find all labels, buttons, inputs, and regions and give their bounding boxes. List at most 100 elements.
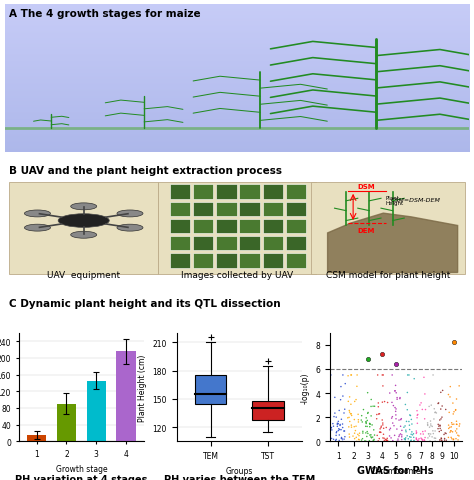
Point [367, 431, 375, 439]
Point [376, 425, 384, 433]
Point [437, 422, 444, 430]
Point [346, 433, 353, 441]
Point [369, 403, 377, 410]
Point [427, 422, 435, 430]
Point [378, 416, 386, 424]
Circle shape [58, 214, 109, 228]
Point [392, 382, 400, 389]
Point [449, 399, 456, 407]
Point [373, 411, 381, 419]
Text: Plant
Height: Plant Height [386, 195, 404, 206]
Point [426, 423, 433, 431]
Text: A The 4 growth stages for maize: A The 4 growth stages for maize [9, 9, 201, 19]
Point [445, 391, 452, 398]
FancyBboxPatch shape [286, 202, 306, 217]
Point [401, 435, 408, 443]
Point [347, 372, 355, 379]
Point [454, 436, 462, 444]
Point [370, 426, 377, 434]
Point [388, 399, 396, 407]
Point [412, 434, 420, 442]
Point [327, 372, 335, 379]
Point [447, 423, 455, 431]
Circle shape [71, 232, 97, 239]
Point [436, 416, 444, 424]
Point [337, 383, 345, 391]
Point [430, 434, 438, 442]
Point [407, 412, 414, 420]
Point [428, 401, 435, 409]
FancyBboxPatch shape [216, 253, 237, 268]
Point [352, 427, 359, 434]
Point [387, 434, 395, 442]
Point [448, 420, 456, 428]
Text: PH variation at 4 stages: PH variation at 4 stages [15, 474, 147, 480]
Point [340, 427, 348, 435]
Point [355, 436, 363, 444]
Point [456, 422, 463, 430]
FancyBboxPatch shape [9, 183, 158, 274]
Point [414, 411, 421, 419]
Point [396, 431, 403, 439]
Point [383, 434, 391, 442]
Point [346, 431, 353, 438]
Point [408, 420, 416, 428]
Point [337, 416, 345, 423]
Text: PH varies between the TEM
and TST populations: PH varies between the TEM and TST popula… [164, 474, 315, 480]
Point [374, 399, 382, 407]
Point [397, 416, 404, 424]
FancyBboxPatch shape [170, 202, 190, 217]
FancyBboxPatch shape [286, 185, 306, 200]
Point [395, 416, 403, 424]
Point [390, 422, 398, 430]
Point [328, 435, 336, 443]
Point [341, 406, 348, 413]
Point [426, 437, 434, 445]
Point [404, 372, 411, 379]
Point [332, 436, 340, 444]
Point [419, 436, 426, 444]
Point [335, 425, 343, 433]
Point [337, 434, 345, 442]
Point [398, 427, 406, 434]
Point [419, 406, 426, 413]
Point [441, 429, 449, 437]
Point [413, 414, 421, 422]
Point [371, 403, 378, 410]
Point [446, 429, 454, 436]
Point [330, 413, 338, 420]
FancyBboxPatch shape [263, 253, 283, 268]
Text: UAV  equipment: UAV equipment [47, 270, 120, 279]
FancyBboxPatch shape [263, 202, 283, 217]
Point [344, 372, 352, 380]
Bar [87, 381, 106, 442]
Point [370, 437, 378, 445]
Point [412, 435, 420, 443]
Point [353, 372, 361, 379]
Point [410, 433, 418, 441]
Point [430, 415, 438, 423]
Point [332, 438, 339, 445]
Point [437, 415, 445, 423]
Point [336, 426, 344, 433]
Point [366, 423, 374, 431]
Point [453, 396, 460, 403]
Text: DSM: DSM [358, 184, 375, 190]
Bar [117, 352, 136, 442]
Point [420, 436, 428, 444]
Point [368, 434, 375, 442]
Point [438, 435, 445, 443]
Point [449, 438, 457, 445]
Point [371, 432, 378, 439]
Point [367, 396, 375, 404]
Point [380, 434, 388, 442]
Point [413, 407, 421, 415]
FancyBboxPatch shape [286, 253, 306, 268]
Point [332, 429, 340, 437]
Point [383, 437, 391, 444]
Text: B UAV and the plant height extraction process: B UAV and the plant height extraction pr… [9, 166, 283, 176]
Point [440, 431, 448, 438]
Point [445, 425, 453, 432]
Point [391, 404, 399, 411]
Point [421, 390, 428, 398]
